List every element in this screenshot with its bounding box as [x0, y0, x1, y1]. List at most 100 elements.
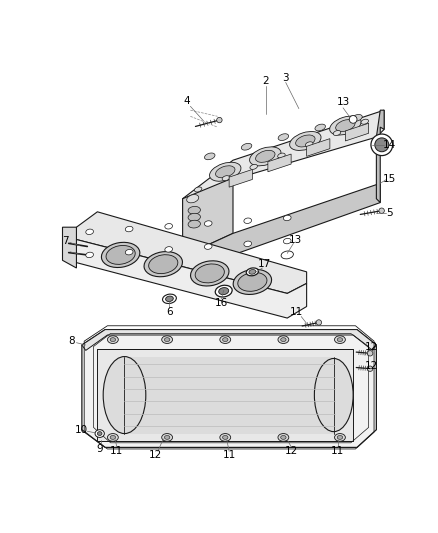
Ellipse shape: [188, 213, 201, 221]
Ellipse shape: [205, 153, 215, 160]
Ellipse shape: [188, 206, 201, 214]
Text: 10: 10: [74, 425, 88, 435]
Ellipse shape: [371, 134, 392, 156]
Text: 13: 13: [336, 98, 350, 108]
Ellipse shape: [103, 357, 146, 433]
Ellipse shape: [249, 270, 256, 274]
Ellipse shape: [233, 269, 272, 294]
Ellipse shape: [335, 336, 346, 343]
Text: 13: 13: [288, 235, 302, 245]
Ellipse shape: [278, 153, 285, 158]
Ellipse shape: [281, 338, 286, 342]
Text: 3: 3: [283, 73, 289, 83]
Polygon shape: [77, 239, 307, 318]
Text: 14: 14: [383, 140, 396, 150]
Ellipse shape: [379, 208, 385, 213]
Text: 8: 8: [68, 336, 75, 346]
Ellipse shape: [194, 187, 202, 192]
Ellipse shape: [215, 285, 232, 297]
Ellipse shape: [223, 435, 228, 439]
Text: 6: 6: [166, 307, 173, 317]
Ellipse shape: [316, 320, 321, 325]
Ellipse shape: [314, 359, 353, 432]
Polygon shape: [124, 357, 334, 433]
Ellipse shape: [191, 261, 229, 286]
Ellipse shape: [144, 252, 183, 277]
Ellipse shape: [315, 124, 325, 131]
Ellipse shape: [241, 143, 252, 150]
Ellipse shape: [219, 288, 229, 295]
Ellipse shape: [278, 433, 289, 441]
Ellipse shape: [148, 255, 178, 273]
Ellipse shape: [187, 195, 199, 203]
Polygon shape: [268, 154, 291, 172]
Ellipse shape: [281, 251, 293, 259]
Ellipse shape: [106, 246, 135, 264]
Text: 17: 17: [258, 259, 271, 269]
Ellipse shape: [205, 221, 212, 226]
Ellipse shape: [222, 176, 230, 181]
Polygon shape: [376, 110, 384, 203]
Polygon shape: [229, 169, 252, 187]
Text: 7: 7: [62, 236, 69, 246]
Ellipse shape: [244, 218, 251, 223]
Polygon shape: [183, 110, 384, 222]
Ellipse shape: [195, 264, 224, 283]
Polygon shape: [77, 212, 307, 294]
Ellipse shape: [330, 116, 361, 135]
Ellipse shape: [375, 138, 389, 152]
Ellipse shape: [290, 132, 321, 150]
Ellipse shape: [352, 115, 362, 121]
Ellipse shape: [278, 336, 289, 343]
Ellipse shape: [361, 119, 368, 124]
Ellipse shape: [283, 238, 291, 244]
Ellipse shape: [107, 336, 118, 343]
Text: 16: 16: [215, 297, 228, 308]
Ellipse shape: [107, 433, 118, 441]
Ellipse shape: [296, 135, 315, 147]
Ellipse shape: [349, 116, 357, 123]
Ellipse shape: [86, 252, 93, 257]
Ellipse shape: [188, 220, 201, 228]
Ellipse shape: [209, 162, 241, 181]
Ellipse shape: [283, 215, 291, 221]
Ellipse shape: [335, 433, 346, 441]
Ellipse shape: [162, 433, 173, 441]
Ellipse shape: [215, 166, 235, 177]
Ellipse shape: [162, 294, 177, 303]
Polygon shape: [307, 139, 330, 156]
Ellipse shape: [166, 296, 173, 302]
Ellipse shape: [165, 223, 173, 229]
Ellipse shape: [336, 119, 355, 132]
Ellipse shape: [162, 336, 173, 343]
Ellipse shape: [367, 366, 373, 372]
Ellipse shape: [220, 336, 231, 343]
Text: 11: 11: [110, 446, 124, 456]
Text: 11: 11: [223, 450, 236, 460]
Polygon shape: [183, 183, 380, 278]
Ellipse shape: [305, 142, 313, 147]
Ellipse shape: [110, 338, 116, 342]
Text: 15: 15: [383, 174, 396, 184]
Ellipse shape: [97, 432, 102, 435]
Ellipse shape: [220, 433, 231, 441]
Ellipse shape: [86, 229, 93, 235]
Text: 12: 12: [364, 342, 378, 352]
Ellipse shape: [255, 150, 275, 163]
Text: 5: 5: [386, 207, 393, 217]
Text: 11: 11: [331, 446, 344, 456]
Ellipse shape: [110, 435, 116, 439]
Ellipse shape: [246, 268, 258, 276]
Ellipse shape: [165, 247, 173, 252]
Polygon shape: [346, 123, 369, 141]
Text: 11: 11: [290, 307, 303, 317]
Ellipse shape: [102, 243, 140, 268]
Ellipse shape: [223, 338, 228, 342]
Polygon shape: [97, 349, 353, 441]
Ellipse shape: [125, 249, 133, 255]
Ellipse shape: [217, 117, 222, 123]
Text: 4: 4: [183, 96, 190, 106]
Ellipse shape: [95, 430, 104, 438]
Polygon shape: [82, 329, 376, 350]
Ellipse shape: [125, 227, 133, 232]
